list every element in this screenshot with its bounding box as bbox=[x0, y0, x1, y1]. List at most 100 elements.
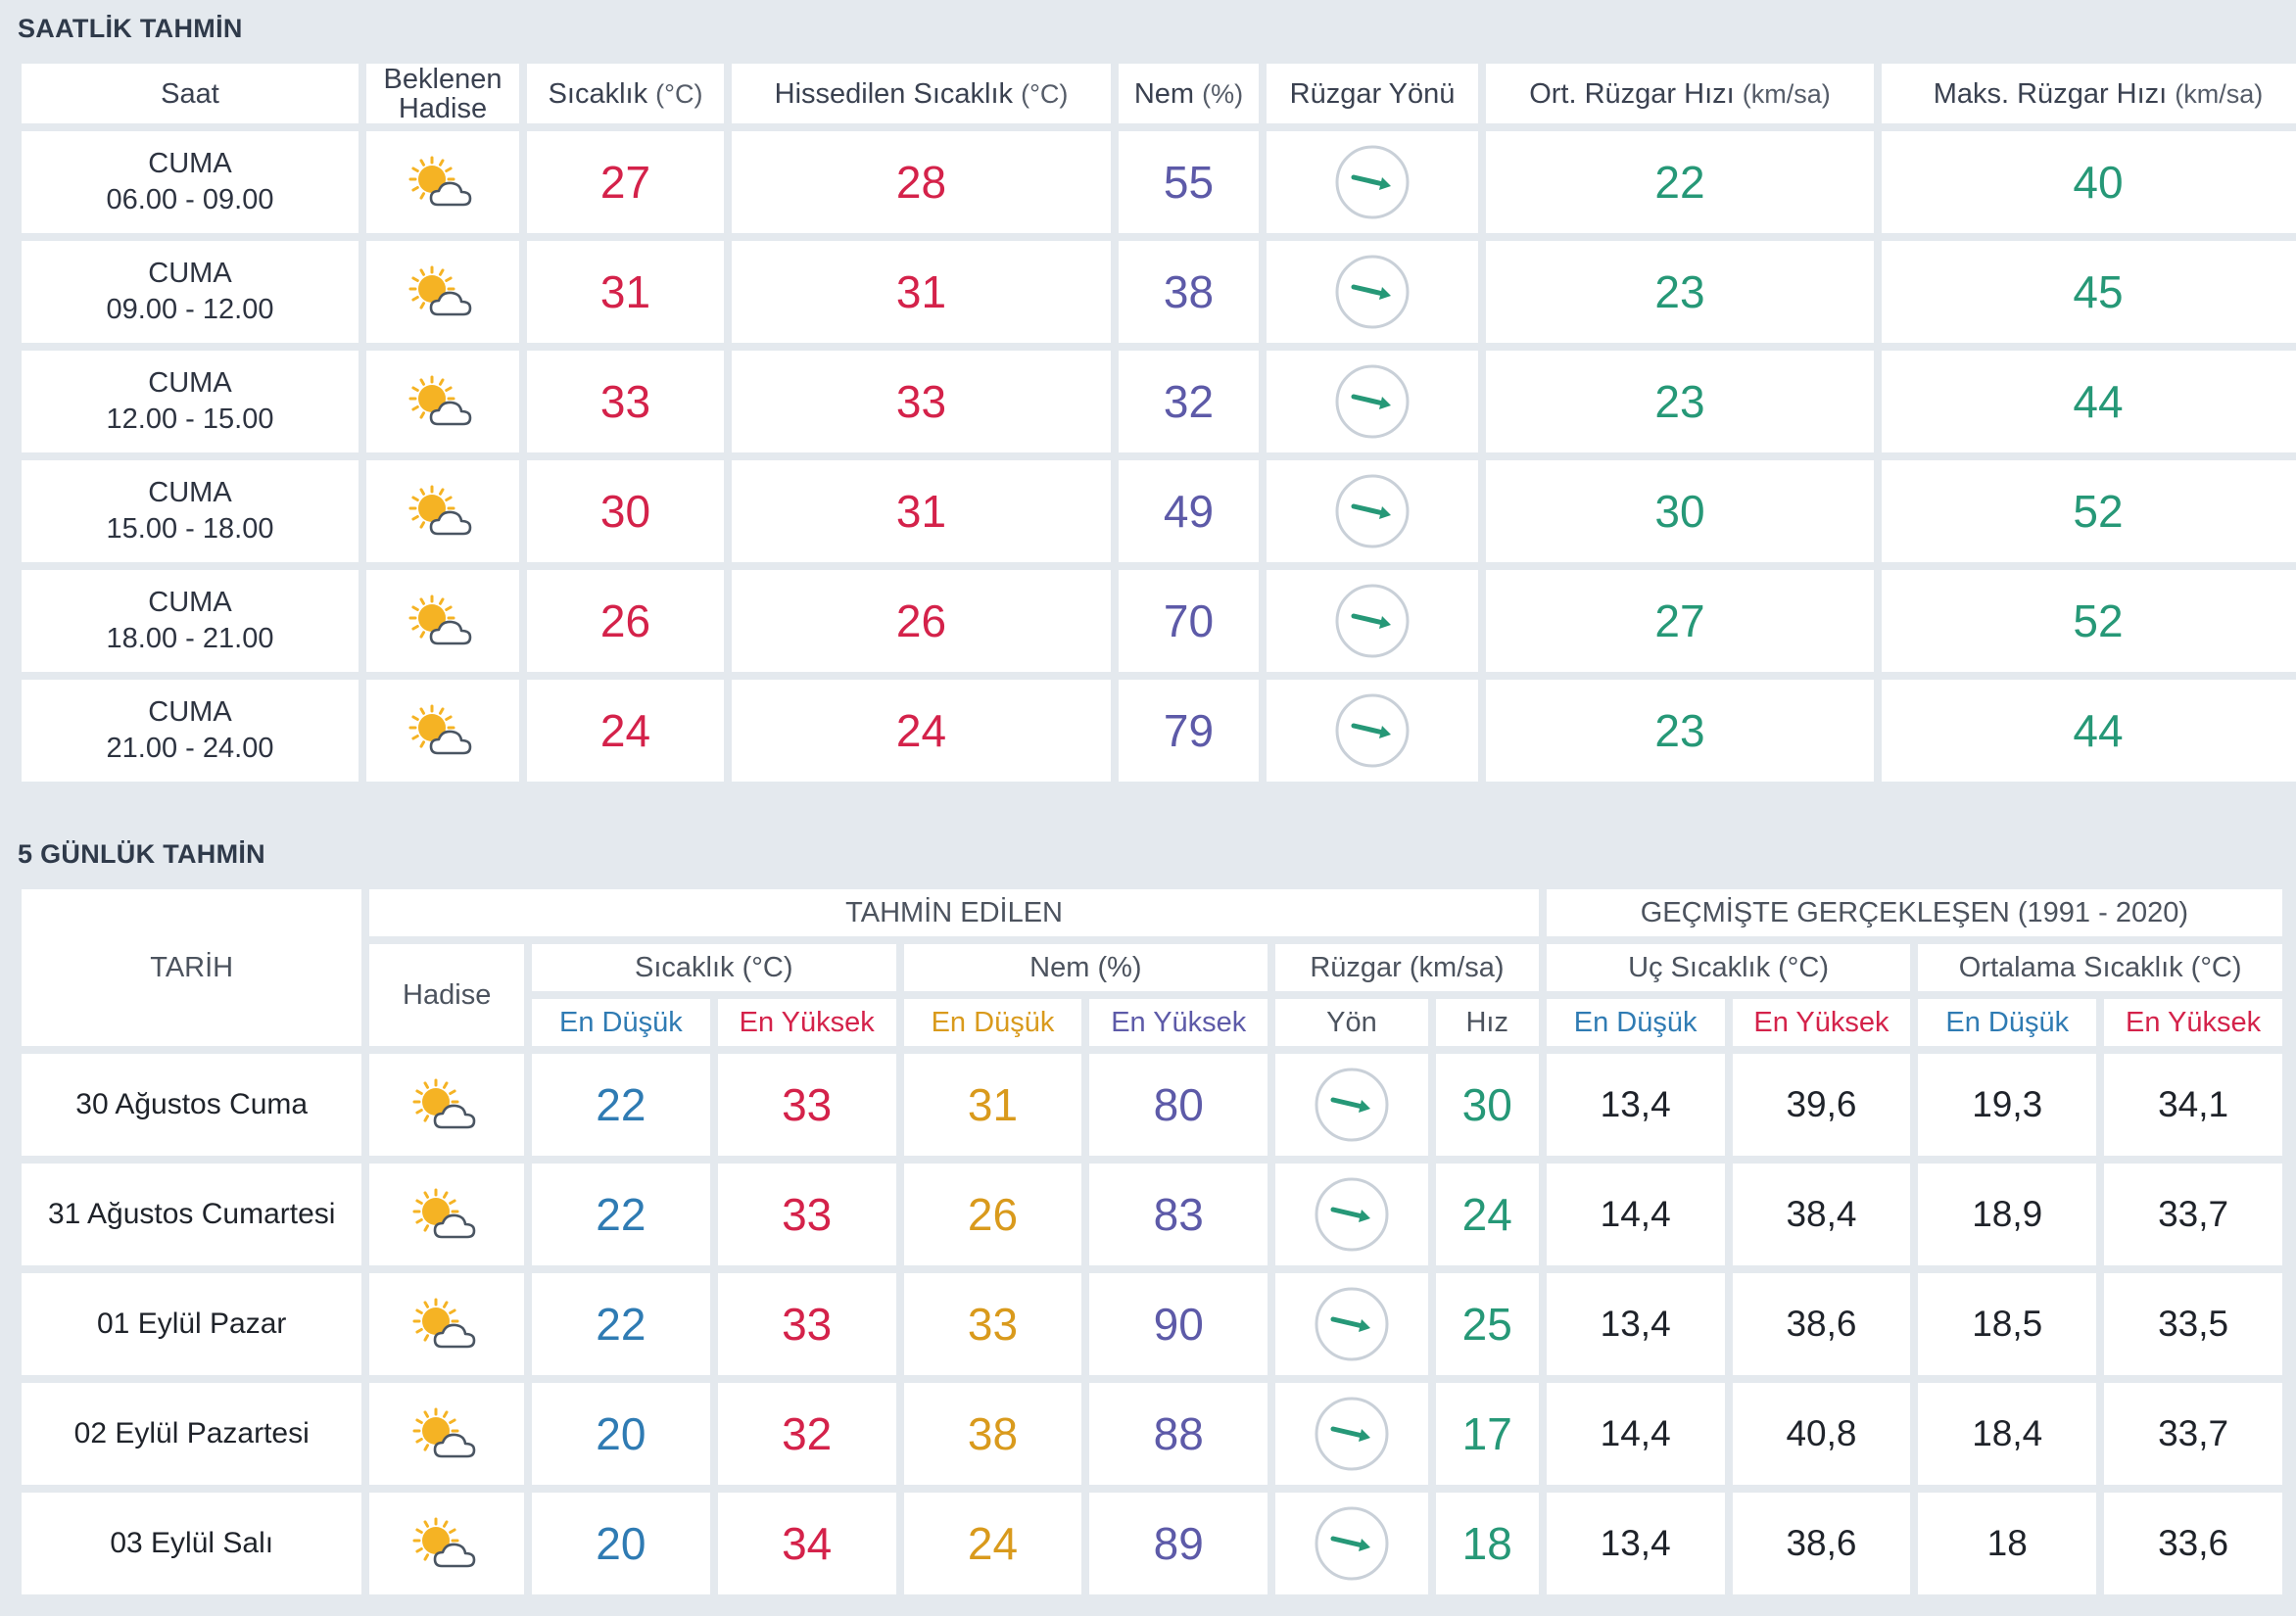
time-range: 15.00 - 18.00 bbox=[106, 513, 274, 545]
time-range: 12.00 - 15.00 bbox=[106, 404, 274, 435]
hourly-row: CUMA 12.00 - 15.00 33 33 32 23 44 bbox=[22, 351, 2296, 452]
average-low-value: 18 bbox=[1986, 1523, 2028, 1563]
header-forecast-group: TAHMİN EDİLEN bbox=[369, 889, 1539, 936]
wind-arrow-icon bbox=[1267, 691, 1478, 770]
day-label: CUMA bbox=[148, 477, 232, 508]
humidity-low-value: 24 bbox=[967, 1518, 1019, 1569]
daily-row: 03 Eylül Salı 20 34 24 89 18 13,4 38,6 18 33,6 bbox=[22, 1493, 2282, 1594]
average-low-value: 19,3 bbox=[1972, 1084, 2043, 1124]
avg-wind-cell: 27 bbox=[1486, 570, 1874, 672]
max-wind-value: 45 bbox=[2073, 266, 2124, 317]
partly-sunny-icon bbox=[366, 371, 519, 432]
time-cell: CUMA 06.00 - 09.00 bbox=[22, 131, 359, 233]
extreme-high-value: 38,4 bbox=[1786, 1194, 1857, 1234]
day-label: CUMA bbox=[148, 148, 232, 179]
feels-like-value: 24 bbox=[895, 705, 947, 756]
extreme-low-value: 13,4 bbox=[1600, 1523, 1671, 1563]
feels-like-value: 26 bbox=[895, 595, 947, 646]
header-humidity: Nem (%) bbox=[903, 944, 1268, 991]
partly-sunny-icon bbox=[369, 1513, 524, 1574]
temperature-value: 26 bbox=[599, 595, 651, 646]
daily-row: 30 Ağustos Cuma 22 33 31 80 30 13,4 39,6 19,3 34,… bbox=[22, 1054, 2282, 1156]
extreme-low-value-cell: 13,4 bbox=[1546, 1493, 1725, 1594]
max-wind-cell: 45 bbox=[1882, 241, 2296, 343]
temp-high-value: 34 bbox=[782, 1518, 833, 1569]
humidity-high-value: 80 bbox=[1153, 1079, 1204, 1130]
date-cell: 31 Ağustos Cumartesi bbox=[22, 1164, 362, 1265]
hourly-forecast-table: Saat Beklenen Hadise Sıcaklık (°C) Hisse… bbox=[14, 56, 2296, 789]
partly-sunny-icon bbox=[369, 1184, 524, 1245]
max-wind-cell: 52 bbox=[1882, 570, 2296, 672]
feels-like-value-cell: 33 bbox=[732, 351, 1111, 452]
wind-speed-cell: 24 bbox=[1435, 1164, 1539, 1265]
average-high-value: 33,5 bbox=[2158, 1304, 2229, 1344]
header-temp: Sıcaklık (°C) bbox=[527, 64, 724, 123]
event-cell bbox=[369, 1273, 524, 1375]
temp-low-value-cell: 20 bbox=[531, 1493, 710, 1594]
max-wind-value: 44 bbox=[2073, 376, 2124, 427]
day-label: CUMA bbox=[148, 367, 232, 399]
avg-wind-value: 23 bbox=[1654, 266, 1705, 317]
extreme-high-value-cell: 38,6 bbox=[1732, 1273, 1911, 1375]
average-high-value-cell: 33,7 bbox=[2104, 1383, 2282, 1485]
humidity-high-value-cell: 80 bbox=[1089, 1054, 1268, 1156]
humidity-low-value-cell: 24 bbox=[903, 1493, 1082, 1594]
extreme-low-value-cell: 13,4 bbox=[1546, 1273, 1725, 1375]
humidity-low-value: 31 bbox=[967, 1079, 1019, 1130]
temp-low-value-cell: 22 bbox=[531, 1273, 710, 1375]
extreme-low-value-cell: 13,4 bbox=[1546, 1054, 1725, 1156]
humidity-low-value: 38 bbox=[967, 1408, 1019, 1459]
temperature-value-cell: 30 bbox=[527, 460, 724, 562]
event-cell bbox=[366, 241, 519, 343]
temp-low-value: 22 bbox=[596, 1079, 646, 1130]
average-low-value: 18,9 bbox=[1972, 1194, 2043, 1234]
avg-wind-cell: 23 bbox=[1486, 241, 1874, 343]
date-cell: 30 Ağustos Cuma bbox=[22, 1054, 362, 1156]
header-hum-high: En Yüksek bbox=[1089, 999, 1268, 1046]
time-range: 06.00 - 09.00 bbox=[106, 184, 274, 215]
temp-low-value: 22 bbox=[596, 1189, 646, 1240]
wind-arrow-icon bbox=[1275, 1395, 1428, 1473]
feels-like-value-cell: 28 bbox=[732, 131, 1111, 233]
extreme-high-value-cell: 38,6 bbox=[1732, 1493, 1911, 1594]
humidity-value-cell: 49 bbox=[1119, 460, 1259, 562]
partly-sunny-icon bbox=[366, 700, 519, 761]
partly-sunny-icon bbox=[366, 481, 519, 542]
temp-low-value-cell: 22 bbox=[531, 1164, 710, 1265]
avg-wind-value: 23 bbox=[1654, 376, 1705, 427]
wind-arrow-icon bbox=[1267, 143, 1478, 221]
feels-like-value: 31 bbox=[895, 486, 947, 537]
hourly-row: CUMA 06.00 - 09.00 27 28 55 22 40 bbox=[22, 131, 2296, 233]
event-cell bbox=[369, 1164, 524, 1265]
feels-like-value-cell: 31 bbox=[732, 460, 1111, 562]
daily-row: 01 Eylül Pazar 22 33 33 90 25 13,4 38,6 18,5 33,5 bbox=[22, 1273, 2282, 1375]
max-wind-cell: 44 bbox=[1882, 351, 2296, 452]
extreme-high-value: 38,6 bbox=[1786, 1304, 1857, 1344]
humidity-high-value-cell: 89 bbox=[1089, 1493, 1268, 1594]
average-low-value-cell: 18 bbox=[1918, 1493, 2097, 1594]
temp-high-value-cell: 33 bbox=[717, 1164, 896, 1265]
max-wind-cell: 52 bbox=[1882, 460, 2296, 562]
daily-minmax-header-row: En Düşük En Yüksek En Düşük En Yüksek Yö… bbox=[22, 999, 2282, 1046]
feels-like-value: 28 bbox=[895, 157, 947, 208]
wind-arrow-icon bbox=[1275, 1175, 1428, 1254]
partly-sunny-icon bbox=[369, 1403, 524, 1464]
humidity-low-value-cell: 26 bbox=[903, 1164, 1082, 1265]
temperature-value: 30 bbox=[599, 486, 651, 537]
humidity-value: 79 bbox=[1163, 705, 1215, 756]
wind-speed-value: 25 bbox=[1461, 1299, 1512, 1350]
temperature-value-cell: 27 bbox=[527, 131, 724, 233]
hourly-header-row: Saat Beklenen Hadise Sıcaklık (°C) Hisse… bbox=[22, 64, 2296, 123]
humidity-value: 32 bbox=[1163, 376, 1215, 427]
humidity-low-value-cell: 38 bbox=[903, 1383, 1082, 1485]
max-wind-value: 44 bbox=[2073, 705, 2124, 756]
temperature-value: 31 bbox=[599, 266, 651, 317]
humidity-high-value: 88 bbox=[1153, 1408, 1204, 1459]
humidity-value-cell: 32 bbox=[1119, 351, 1259, 452]
feels-like-value: 33 bbox=[895, 376, 947, 427]
max-wind-value: 52 bbox=[2073, 595, 2124, 646]
humidity-high-value-cell: 83 bbox=[1089, 1164, 1268, 1265]
temperature-value-cell: 24 bbox=[527, 680, 724, 782]
header-wind: Rüzgar (km/sa) bbox=[1275, 944, 1539, 991]
wind-speed-value: 24 bbox=[1461, 1189, 1512, 1240]
